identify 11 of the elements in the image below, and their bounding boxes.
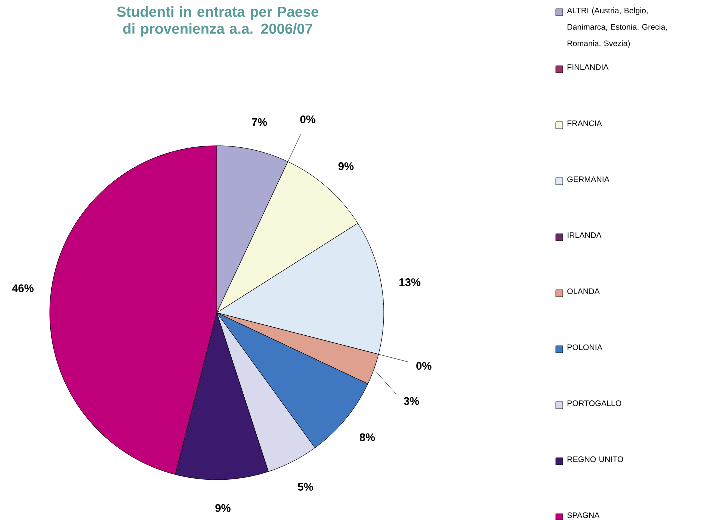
- data-label: 9%: [216, 504, 231, 512]
- chart-title: Studenti in entrata per Paese di provenienza a.a. 2006/07: [117, 6, 319, 37]
- data-label: 5%: [298, 483, 314, 491]
- data-label: 3%: [404, 397, 420, 406]
- data-label: 7%: [252, 118, 268, 126]
- text: 0%: [300, 116, 316, 124]
- data-label: 8%: [360, 434, 376, 442]
- text: 0%: [416, 362, 432, 370]
- data-label: 9%: [338, 162, 354, 170]
- data-label: 13%: [400, 278, 421, 286]
- data-label: 46%: [12, 284, 34, 292]
